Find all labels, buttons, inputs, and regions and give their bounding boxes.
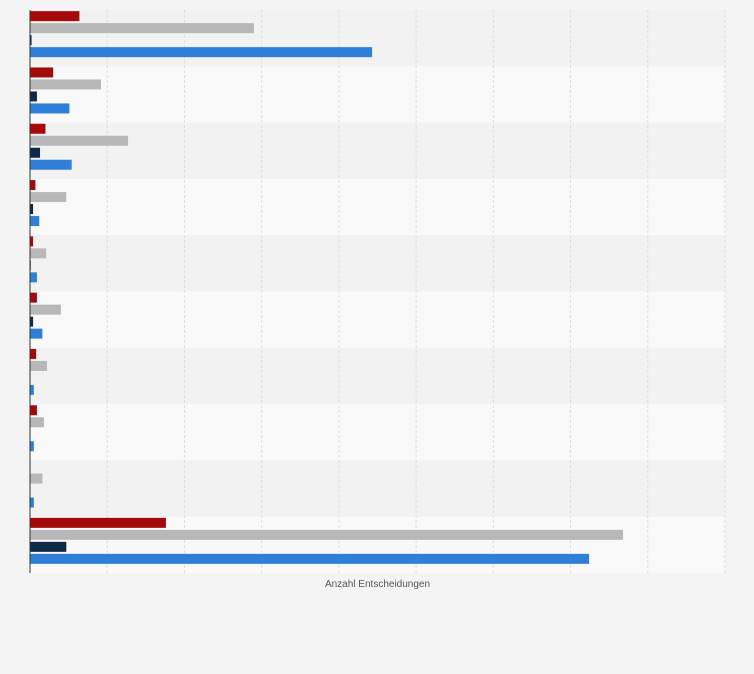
bar[interactable] [30,497,34,508]
category-band [30,235,725,292]
bars [30,11,624,564]
bar[interactable] [30,541,67,552]
bar[interactable] [30,517,166,528]
bar[interactable] [30,304,61,315]
bar[interactable] [30,328,43,339]
bar[interactable] [30,79,102,90]
category-band [30,10,725,67]
bar[interactable] [30,103,70,114]
bar[interactable] [30,360,47,371]
bar[interactable] [30,473,43,484]
bar[interactable] [30,292,37,303]
bar[interactable] [30,180,36,191]
bar[interactable] [30,91,37,102]
bar[interactable] [30,248,47,259]
category-bands [30,10,725,573]
bar[interactable] [30,35,32,46]
category-band [30,291,725,348]
category-band [30,460,725,517]
bar[interactable] [30,236,34,247]
category-band [30,178,725,236]
bar[interactable] [30,159,72,170]
bar[interactable] [30,135,129,146]
gridlines [106,10,726,573]
category-band [30,122,725,179]
bar[interactable] [30,67,54,78]
category-band [30,347,725,405]
bar[interactable] [30,384,34,395]
bar[interactable] [30,417,44,428]
bar[interactable] [30,272,37,283]
bar[interactable] [30,147,41,158]
bar[interactable] [30,553,590,564]
bar[interactable] [30,441,34,452]
bar[interactable] [30,316,34,327]
bar[interactable] [30,123,46,134]
bar[interactable] [30,11,80,22]
x-axis-label: Anzahl Entscheidungen [325,579,430,590]
bar[interactable] [30,405,37,416]
bar[interactable] [30,348,37,359]
bar[interactable] [30,529,624,540]
category-band [30,66,725,123]
bar[interactable] [30,204,34,215]
bar[interactable] [30,23,254,34]
category-band [30,404,725,461]
bar[interactable] [30,192,67,203]
bar[interactable] [30,216,40,227]
bar[interactable] [30,47,373,58]
